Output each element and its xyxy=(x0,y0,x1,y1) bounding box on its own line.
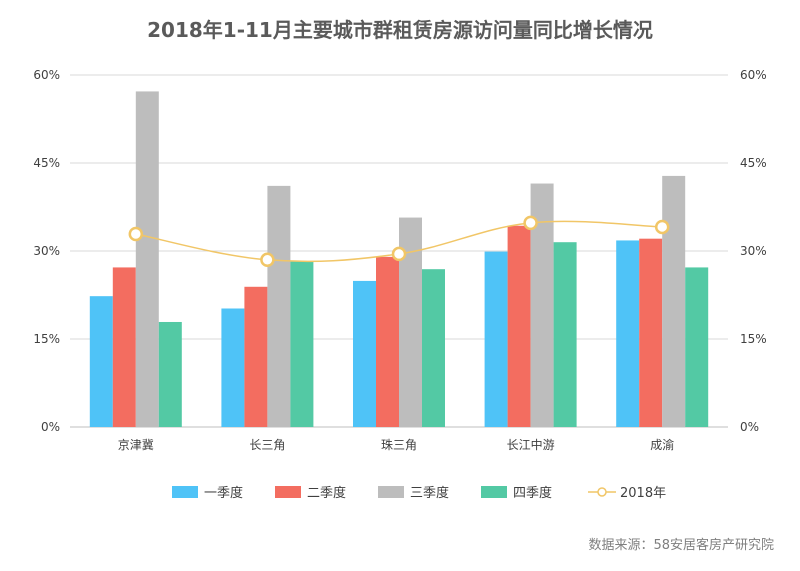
line-point-长三角 xyxy=(260,252,275,268)
y-tick-label-left: 60% xyxy=(33,68,60,82)
bar-二季度-京津冀 xyxy=(112,267,136,427)
legend-label-2018年: 2018年 xyxy=(620,486,666,501)
legend-swatch-一季度 xyxy=(172,486,198,498)
legend-swatch-二季度 xyxy=(275,486,301,498)
bar-二季度-长三角 xyxy=(244,286,268,427)
bar-一季度-长江中游 xyxy=(484,251,508,427)
bar-四季度-长三角 xyxy=(290,261,314,427)
bar-三季度-成渝 xyxy=(662,175,686,427)
bar-一季度-京津冀 xyxy=(89,296,113,427)
bar-三季度-长江中游 xyxy=(530,183,554,427)
data-source-note: 数据来源：58安居客房产研究院 xyxy=(588,538,774,553)
legend-swatch-三季度 xyxy=(378,486,404,498)
bar-四季度-京津冀 xyxy=(158,321,182,427)
line-point-京津冀 xyxy=(128,226,144,242)
bar-四季度-珠三角 xyxy=(422,269,445,427)
y-tick-label-right: 0% xyxy=(740,420,759,434)
bar-四季度-成渝 xyxy=(685,267,709,427)
bar-二季度-珠三角 xyxy=(376,256,399,427)
x-tick-label: 长江中游 xyxy=(507,437,555,452)
y-tick-label-right: 15% xyxy=(740,332,767,346)
x-tick-label: 成渝 xyxy=(650,437,674,452)
bar-二季度-成渝 xyxy=(639,238,663,427)
y-tick-label-right: 30% xyxy=(740,244,767,258)
bar-三季度-长三角 xyxy=(267,185,291,427)
legend-label-三季度: 三季度 xyxy=(410,485,449,501)
y-tick-label-left: 45% xyxy=(33,156,60,170)
legend-label-二季度: 二季度 xyxy=(307,485,346,501)
bar-四季度-长江中游 xyxy=(553,242,577,427)
line-point-长江中游 xyxy=(523,215,538,231)
x-tick-label: 京津冀 xyxy=(118,438,154,452)
line-point-珠三角 xyxy=(391,246,407,262)
bar-一季度-长三角 xyxy=(221,308,245,427)
y-tick-label-right: 45% xyxy=(740,156,767,170)
bar-三季度-京津冀 xyxy=(135,91,159,427)
chart-title: 2018年1-11月主要城市群租赁房源访问量同比增长情况 xyxy=(147,18,653,42)
y-tick-label-left: 15% xyxy=(33,332,60,346)
x-tick-label: 长三角 xyxy=(249,438,285,452)
bar-二季度-长江中游 xyxy=(507,225,531,427)
y-tick-label-left: 0% xyxy=(41,420,60,434)
x-tick-label: 珠三角 xyxy=(381,438,417,452)
y-tick-label-right: 60% xyxy=(740,68,767,82)
y-tick-label-left: 30% xyxy=(33,244,60,258)
legend-marker-2018年 xyxy=(597,487,607,497)
bar-一季度-珠三角 xyxy=(353,280,376,427)
legend-swatch-四季度 xyxy=(481,486,507,498)
legend-label-四季度: 四季度 xyxy=(513,485,552,501)
bar-三季度-珠三角 xyxy=(399,217,422,427)
bar-一季度-成渝 xyxy=(616,240,640,427)
legend-label-一季度: 一季度 xyxy=(204,485,243,501)
line-point-成渝 xyxy=(654,219,670,235)
